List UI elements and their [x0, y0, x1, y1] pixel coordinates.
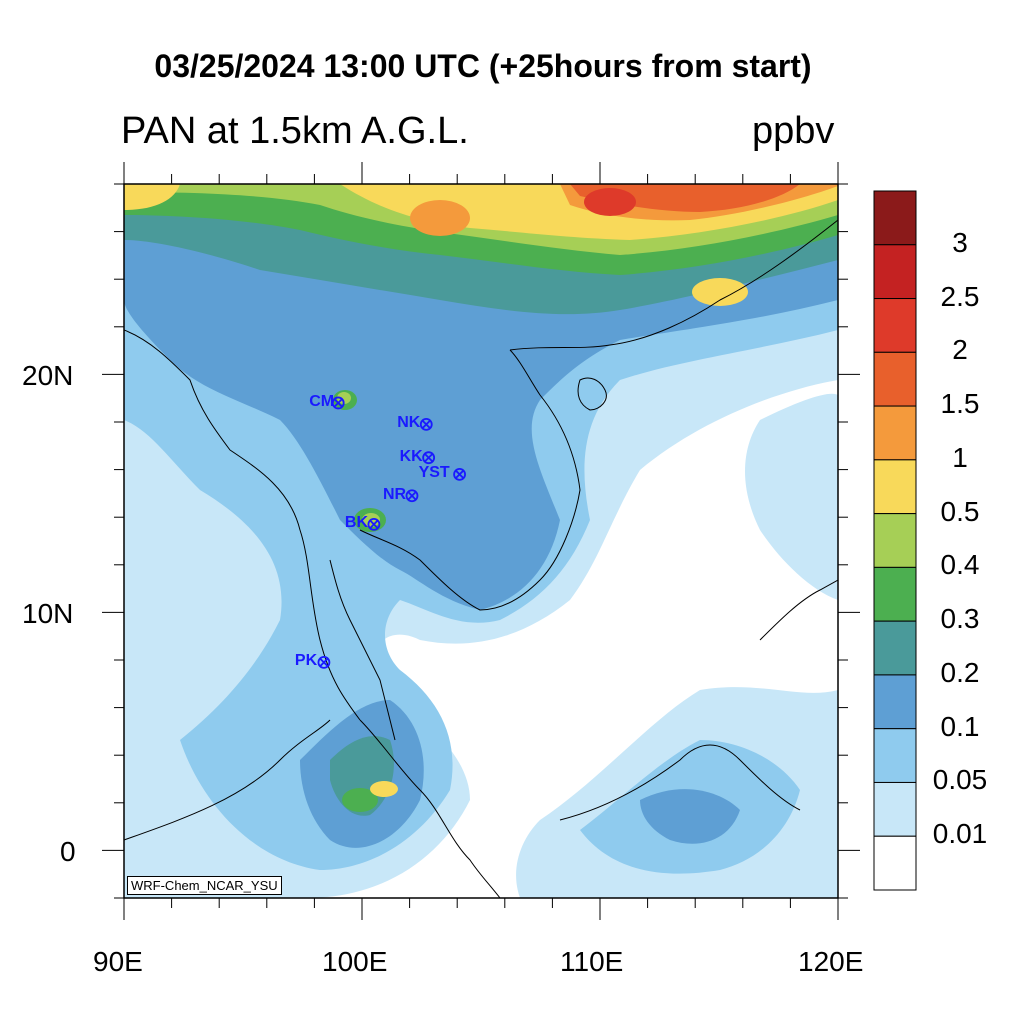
colorbar-swatch [873, 244, 917, 300]
colorbar-swatch [873, 835, 917, 891]
tick-marks [102, 162, 860, 920]
y-tick-label-10n: 10N [22, 598, 74, 629]
x-tick-label-100e: 100E [322, 946, 388, 977]
colorbar-label: 0.05 [932, 764, 988, 796]
colorbar-swatch [873, 405, 917, 461]
colorbar-label: 0.3 [940, 603, 980, 635]
colorbar-label: 1.5 [940, 388, 980, 420]
colorbar-swatch [873, 781, 917, 837]
y-tick-label-20n: 20N [22, 360, 74, 391]
colorbar-swatch [873, 351, 917, 407]
station-marker-nk [419, 417, 433, 431]
station-marker-nr [405, 489, 419, 503]
units-label: ppbv [752, 110, 835, 152]
concentration-field [124, 184, 838, 898]
colorbar-swatch [873, 459, 917, 515]
colorbar-swatch [873, 566, 917, 622]
colorbar-label: 1 [952, 441, 968, 473]
colorbar-swatch [873, 298, 917, 353]
station-label-cm: CM [309, 392, 335, 410]
colorbar-swatch [873, 728, 917, 783]
station-label-kk: KK [399, 447, 423, 465]
station-marker-bk [367, 517, 381, 531]
station-marker-yst [453, 467, 466, 481]
colorbar-swatch [873, 620, 917, 676]
colorbar-label: 0.01 [932, 818, 988, 850]
station-marker-cm [331, 396, 345, 410]
colorbar-label: 2 [952, 334, 968, 366]
model-watermark: WRF-Chem_NCAR_YSU [127, 876, 282, 895]
station-markers [317, 396, 466, 669]
colorbar-label: 2.5 [940, 280, 980, 312]
colorbar-swatch [873, 513, 917, 568]
variable-label: PAN at 1.5km A.G.L. [121, 110, 469, 152]
x-tick-label-120e: 120E [798, 946, 864, 977]
station-label-pk: PK [294, 652, 318, 670]
colorbar-label: 3 [952, 226, 968, 258]
station-label-nk: NK [397, 414, 421, 432]
station-label-bk: BK [344, 514, 368, 532]
y-tick-label-0: 0 [60, 836, 76, 867]
colorbar-label: 0.5 [940, 495, 980, 527]
colorbar-label: 0.1 [940, 710, 980, 742]
x-tick-label-90e: 90E [93, 946, 143, 977]
map-frame [123, 183, 839, 899]
colorbar [873, 190, 917, 891]
station-marker-kk [422, 451, 436, 465]
colorbar-swatch [873, 190, 917, 246]
colorbar-label: 0.2 [940, 656, 980, 688]
x-tick-label-110e: 110E [560, 946, 624, 977]
map-title: 03/25/2024 13:00 UTC (+25hours from star… [154, 48, 812, 84]
station-label-nr: NR [382, 485, 407, 503]
station-label-yst: YST [418, 464, 450, 482]
colorbar-swatch [873, 674, 917, 730]
station-marker-pk [317, 655, 331, 669]
colorbar-label: 0.4 [940, 549, 980, 581]
coastlines [124, 219, 838, 898]
